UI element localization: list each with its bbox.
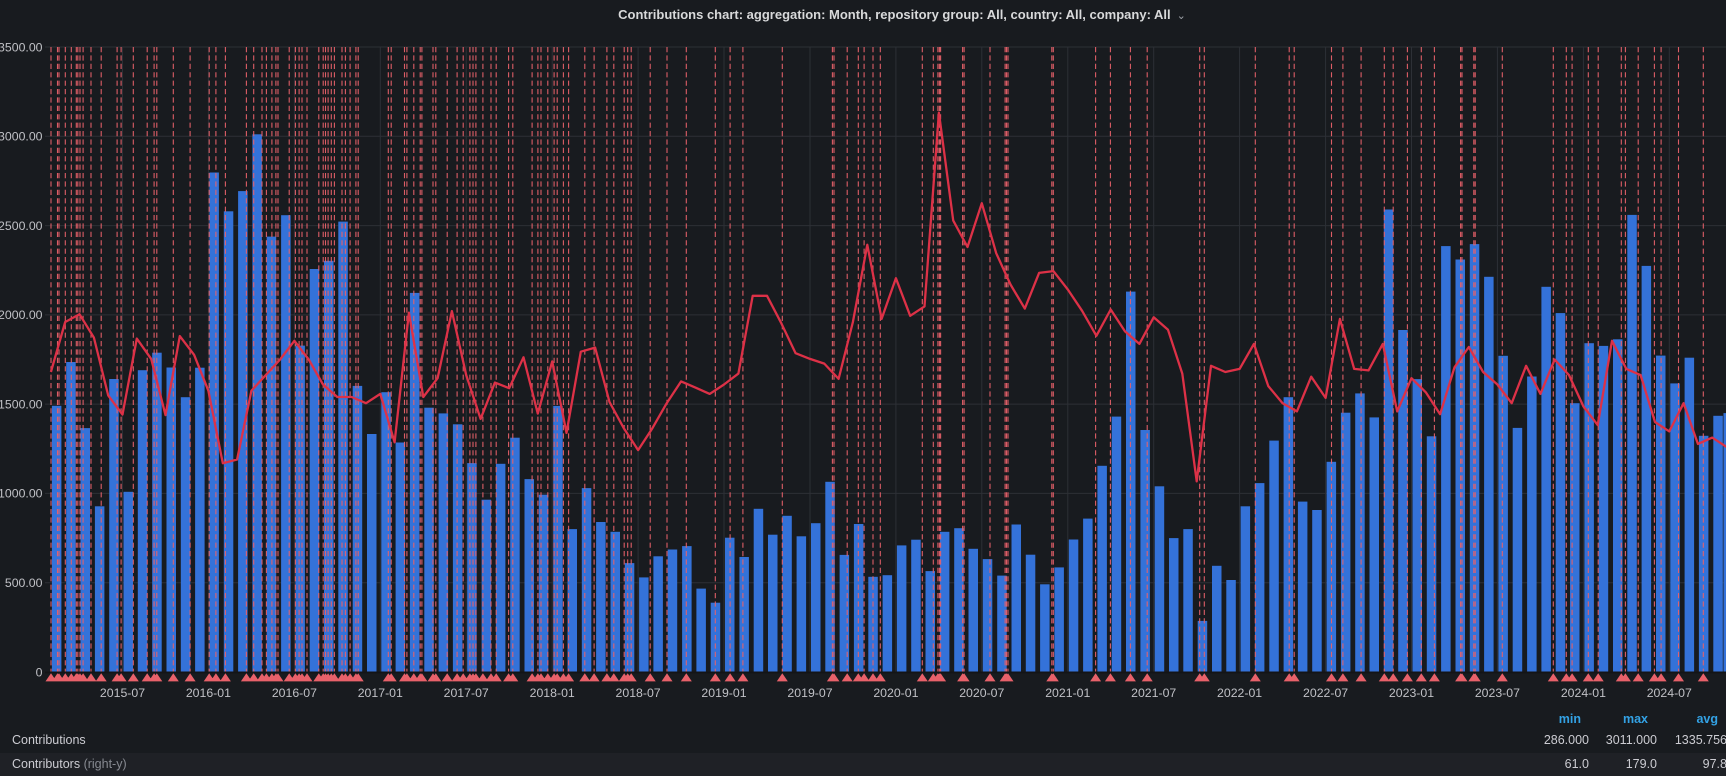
- svg-text:2017-01: 2017-01: [358, 686, 403, 700]
- svg-text:2022-01: 2022-01: [1217, 686, 1262, 700]
- svg-text:2016-01: 2016-01: [186, 686, 231, 700]
- svg-text:2000.00: 2000.00: [0, 308, 43, 322]
- svg-text:2018-01: 2018-01: [530, 686, 575, 700]
- svg-text:2018-07: 2018-07: [616, 686, 661, 700]
- svg-text:1500.00: 1500.00: [0, 397, 43, 411]
- svg-text:2019-07: 2019-07: [787, 686, 832, 700]
- svg-text:2021-01: 2021-01: [1045, 686, 1090, 700]
- svg-text:3500.00: 3500.00: [0, 40, 43, 54]
- svg-text:1000.00: 1000.00: [0, 487, 43, 501]
- svg-text:0: 0: [36, 665, 43, 679]
- svg-text:2024-01: 2024-01: [1561, 686, 1606, 700]
- svg-text:2015-07: 2015-07: [100, 686, 145, 700]
- svg-text:2024-07: 2024-07: [1647, 686, 1692, 700]
- svg-text:2020-01: 2020-01: [873, 686, 918, 700]
- svg-text:2016-07: 2016-07: [272, 686, 317, 700]
- svg-text:500.00: 500.00: [5, 576, 43, 590]
- svg-text:3000.00: 3000.00: [0, 130, 43, 144]
- svg-text:2023-07: 2023-07: [1475, 686, 1520, 700]
- svg-text:2021-07: 2021-07: [1131, 686, 1176, 700]
- svg-text:2500.00: 2500.00: [0, 219, 43, 233]
- svg-text:2017-07: 2017-07: [444, 686, 489, 700]
- svg-text:2020-07: 2020-07: [959, 686, 1004, 700]
- svg-text:2023-01: 2023-01: [1389, 686, 1434, 700]
- svg-text:2022-07: 2022-07: [1303, 686, 1348, 700]
- svg-text:2019-01: 2019-01: [701, 686, 746, 700]
